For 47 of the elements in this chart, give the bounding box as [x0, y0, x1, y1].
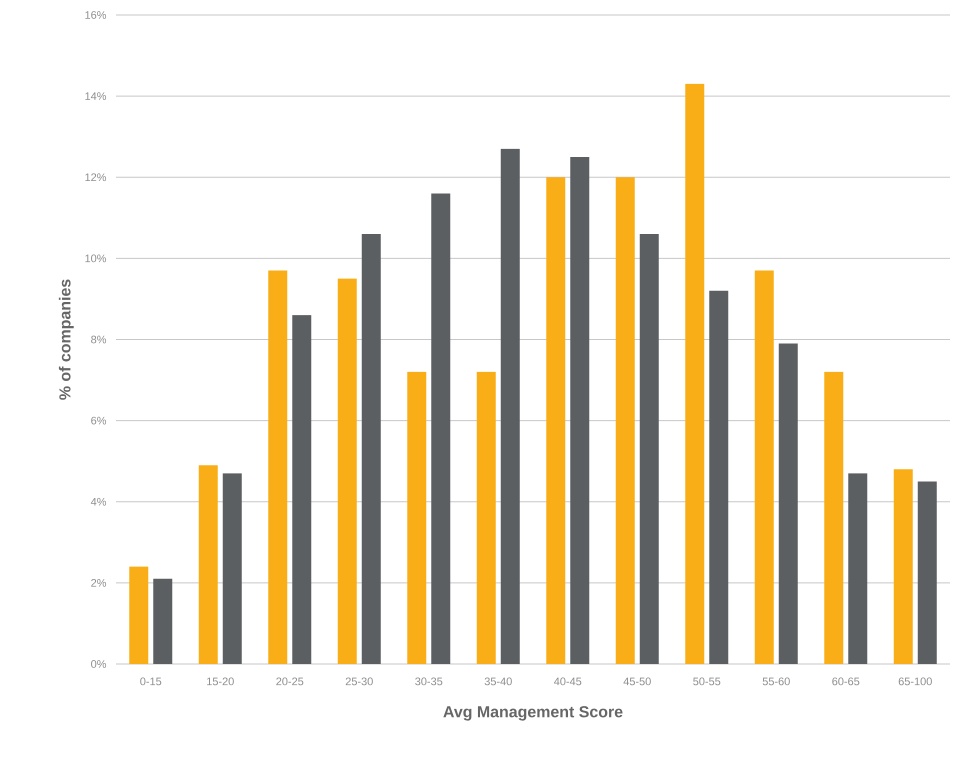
bar [640, 234, 659, 664]
y-axis-title: % of companies [58, 279, 74, 400]
bar [431, 193, 450, 664]
x-tick-label: 40-45 [554, 678, 582, 686]
x-tick-label: 50-55 [693, 678, 720, 686]
bar [222, 473, 242, 664]
bar [153, 578, 172, 664]
bar [570, 156, 590, 664]
x-tick-label: 35-40 [484, 678, 512, 686]
bar [685, 84, 704, 664]
bar [476, 372, 496, 664]
y-tick-label: 14% [85, 92, 106, 100]
y-tick-label: 10% [85, 254, 106, 262]
bar [292, 315, 312, 664]
bar [268, 270, 288, 664]
bar [338, 278, 357, 664]
bar [129, 566, 148, 664]
y-tick-label: 2% [91, 579, 106, 587]
bar [198, 465, 218, 664]
y-tick-label: 8% [91, 336, 106, 344]
bar [918, 481, 937, 664]
x-tick-label: 45-50 [623, 678, 651, 686]
bar [407, 372, 426, 664]
x-tick-label: 65-100 [898, 678, 932, 686]
bar [848, 473, 868, 664]
y-tick-label: 0% [91, 660, 106, 668]
y-tick-label: 4% [90, 498, 106, 506]
y-tick-label: 12% [85, 173, 106, 182]
bar [754, 270, 774, 664]
bar [709, 290, 728, 664]
x-tick-label: 25-30 [346, 678, 373, 686]
bar [778, 344, 798, 664]
x-tick-label: 55-60 [762, 678, 790, 686]
bar [616, 177, 635, 664]
x-tick-label: 60-65 [832, 678, 860, 686]
bar [824, 372, 844, 664]
x-tick-label: 20-25 [276, 678, 304, 686]
bar [894, 469, 913, 664]
x-tick-label: 0-15 [140, 678, 162, 686]
bar [546, 177, 566, 664]
x-axis-title: Avg Management Score [443, 706, 622, 721]
bar [362, 234, 381, 664]
bar [500, 148, 520, 664]
x-tick-label: 15-20 [207, 678, 234, 686]
y-tick-label: 6% [91, 416, 106, 424]
y-tick-label: 16% [85, 11, 106, 19]
x-tick-label: 30-35 [415, 678, 442, 686]
